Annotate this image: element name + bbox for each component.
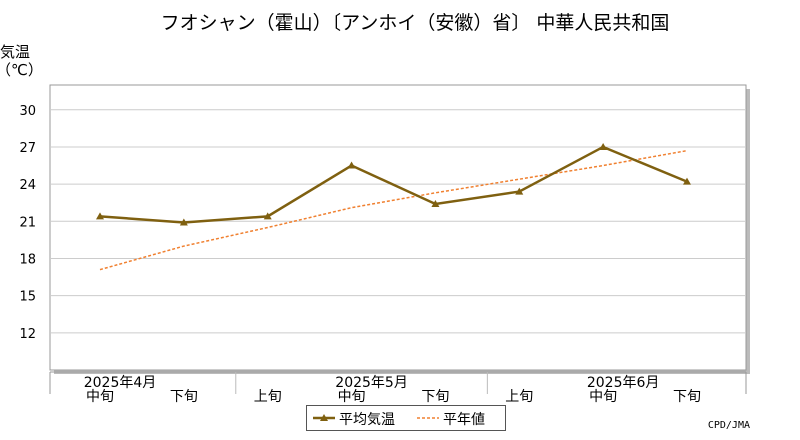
x-tick-label: 下旬 xyxy=(170,389,198,405)
data-point xyxy=(347,161,356,169)
data-point xyxy=(179,218,188,226)
y-tick-label: 30 xyxy=(19,104,36,119)
data-point xyxy=(263,212,272,220)
x-tick-label: 上旬 xyxy=(254,389,282,405)
data-point xyxy=(682,177,691,185)
x-tick-label: 中旬 xyxy=(338,389,366,405)
month-label: 2025年4月 xyxy=(84,375,157,391)
y-tick-label: 12 xyxy=(19,327,36,342)
data-point xyxy=(515,187,524,195)
credit: CPD/JMA xyxy=(707,420,750,431)
series-line-normal xyxy=(99,149,688,271)
y-tick-label: 24 xyxy=(19,178,36,193)
y-tick-label: 27 xyxy=(19,141,36,156)
month-label: 2025年5月 xyxy=(335,375,408,391)
legend-label-avg: 平均気温 xyxy=(339,412,395,428)
y-tick-label: 15 xyxy=(19,290,36,305)
legend: 平均気温 平年値 xyxy=(306,405,506,431)
legend-label-normal: 平年値 xyxy=(443,412,485,428)
x-tick-label: 上旬 xyxy=(505,389,533,405)
month-label: 2025年6月 xyxy=(587,375,660,391)
legend-marker-avg xyxy=(320,414,328,421)
data-point xyxy=(599,142,608,150)
x-tick-label: 下旬 xyxy=(673,389,701,405)
x-tick-label: 中旬 xyxy=(86,389,114,405)
chart-title: フオシャン（霍山）〔アンホイ（安徽）省〕 中華人民共和国 xyxy=(160,12,670,34)
plot-area xyxy=(49,84,747,371)
y-axis-unit: （℃） xyxy=(0,61,43,79)
data-point xyxy=(431,199,440,207)
y-tick-label: 18 xyxy=(19,252,36,267)
y-axis-label: 気温 xyxy=(0,43,31,61)
y-tick-label: 21 xyxy=(19,215,36,230)
data-point xyxy=(96,212,104,220)
x-tick-label: 中旬 xyxy=(589,389,617,405)
series-line-avg xyxy=(99,145,688,224)
x-tick-label: 下旬 xyxy=(421,389,449,405)
legend-swatches xyxy=(313,414,439,421)
